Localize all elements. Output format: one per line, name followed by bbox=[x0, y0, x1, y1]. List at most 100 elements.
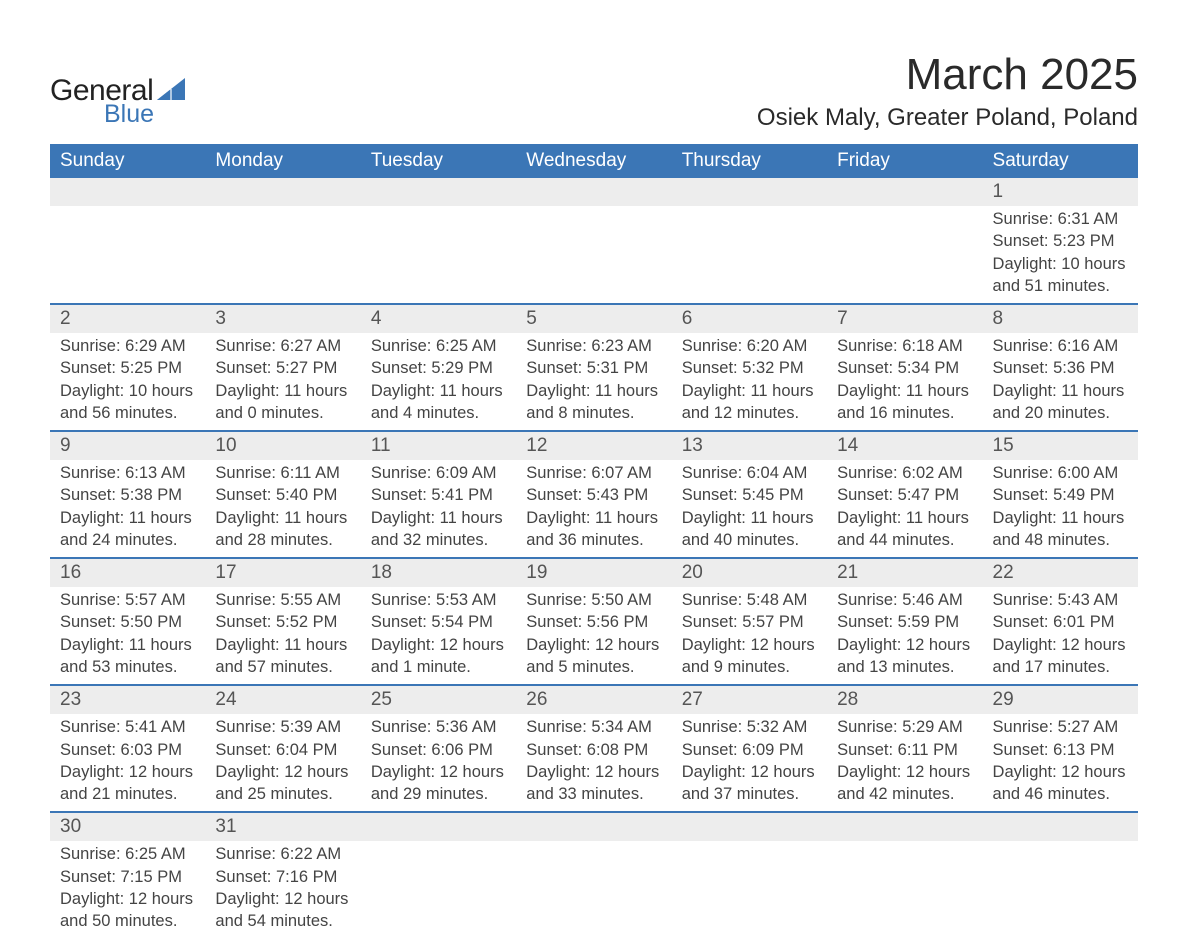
sunset-text: Sunset: 5:43 PM bbox=[526, 484, 661, 506]
daylight-text: Daylight: 11 hours and 16 minutes. bbox=[837, 380, 972, 425]
col-header: Saturday bbox=[983, 144, 1138, 178]
day-number-cell: 31 bbox=[205, 812, 360, 841]
day-number-cell: 12 bbox=[516, 431, 671, 460]
day-number-cell: 25 bbox=[361, 685, 516, 714]
day-detail-row: Sunrise: 5:57 AMSunset: 5:50 PM Daylight:… bbox=[50, 587, 1138, 685]
daylight-text: Daylight: 12 hours and 42 minutes. bbox=[837, 761, 972, 806]
day-detail-cell: Sunrise: 5:39 AMSunset: 6:04 PMDaylight:… bbox=[205, 714, 360, 812]
day-number-cell: 17 bbox=[205, 558, 360, 587]
day-detail-cell bbox=[516, 206, 671, 304]
daylight-text: Daylight: 12 hours and 37 minutes. bbox=[682, 761, 817, 806]
sunrise-text: Sunrise: 5:57 AM bbox=[60, 589, 195, 611]
day-detail-cell bbox=[672, 206, 827, 304]
day-number-cell: 30 bbox=[50, 812, 205, 841]
sunset-text: Sunset: 7:16 PM bbox=[215, 866, 350, 888]
sunrise-text: Sunrise: 6:00 AM bbox=[993, 462, 1128, 484]
sunrise-text: Sunrise: 6:31 AM bbox=[993, 208, 1128, 230]
daylight-text: Daylight: 11 hours and 24 minutes. bbox=[60, 507, 195, 552]
sunset-text: Sunset: 5:40 PM bbox=[215, 484, 350, 506]
day-detail-cell: Sunrise: 5:50 AMSunset: 5:56 PMDaylight:… bbox=[516, 587, 671, 685]
day-detail-cell: Sunrise: 6:22 AMSunset: 7:16 PMDaylight:… bbox=[205, 841, 360, 938]
sunset-text: Sunset: 5:49 PM bbox=[993, 484, 1128, 506]
day-number-cell: 24 bbox=[205, 685, 360, 714]
day-number-cell: 29 bbox=[983, 685, 1138, 714]
sunrise-text: Sunrise: 6:25 AM bbox=[60, 843, 195, 865]
daylight-text: Daylight: 11 hours and 4 minutes. bbox=[371, 380, 506, 425]
logo-text-blue: Blue bbox=[104, 100, 154, 129]
sunset-text: Sunset: 6:01 PM bbox=[993, 611, 1128, 633]
day-number-cell bbox=[361, 812, 516, 841]
sunset-text: Sunset: 5:27 PM bbox=[215, 357, 350, 379]
day-detail-cell: Sunrise: 5:32 AMSunset: 6:09 PMDaylight:… bbox=[672, 714, 827, 812]
sunset-text: Sunset: 5:50 PM bbox=[60, 611, 195, 633]
sunset-text: Sunset: 5:23 PM bbox=[993, 230, 1128, 252]
day-detail-cell: Sunrise: 5:29 AMSunset: 6:11 PMDaylight:… bbox=[827, 714, 982, 812]
day-detail-cell: Sunrise: 6:25 AMSunset: 7:15 PMDaylight:… bbox=[50, 841, 205, 938]
day-detail-cell: Sunrise: 5:57 AMSunset: 5:50 PMDaylight:… bbox=[50, 587, 205, 685]
sunrise-text: Sunrise: 6:22 AM bbox=[215, 843, 350, 865]
day-detail-cell: Sunrise: 6:16 AMSunset: 5:36 PMDaylight:… bbox=[983, 333, 1138, 431]
day-number-cell: 13 bbox=[672, 431, 827, 460]
col-header: Monday bbox=[205, 144, 360, 178]
sunrise-text: Sunrise: 6:18 AM bbox=[837, 335, 972, 357]
col-header: Sunday bbox=[50, 144, 205, 178]
daylight-text: Daylight: 11 hours and 57 minutes. bbox=[215, 634, 350, 679]
daylight-text: Daylight: 12 hours and 33 minutes. bbox=[526, 761, 661, 806]
page-header: General Blue March 2025 Osiek Maly, Grea… bbox=[50, 50, 1138, 136]
day-detail-cell bbox=[516, 841, 671, 938]
day-detail-cell bbox=[827, 841, 982, 938]
day-number-cell: 22 bbox=[983, 558, 1138, 587]
day-detail-cell: Sunrise: 6:29 AMSunset: 5:25 PMDaylight:… bbox=[50, 333, 205, 431]
day-detail-cell: Sunrise: 6:31 AMSunset: 5:23 PMDaylight:… bbox=[983, 206, 1138, 304]
daylight-text: Daylight: 10 hours and 51 minutes. bbox=[993, 253, 1128, 298]
sunrise-text: Sunrise: 5:27 AM bbox=[993, 716, 1128, 738]
col-header: Thursday bbox=[672, 144, 827, 178]
logo: General Blue bbox=[50, 74, 185, 129]
daylight-text: Daylight: 11 hours and 40 minutes. bbox=[682, 507, 817, 552]
day-detail-cell bbox=[983, 841, 1138, 938]
daylight-text: Daylight: 11 hours and 20 minutes. bbox=[993, 380, 1128, 425]
daylight-text: Daylight: 11 hours and 48 minutes. bbox=[993, 507, 1128, 552]
day-detail-cell bbox=[672, 841, 827, 938]
sunset-text: Sunset: 6:11 PM bbox=[837, 739, 972, 761]
day-detail-cell: Sunrise: 6:07 AMSunset: 5:43 PMDaylight:… bbox=[516, 460, 671, 558]
day-number-cell bbox=[516, 178, 671, 206]
sunrise-text: Sunrise: 6:25 AM bbox=[371, 335, 506, 357]
sunrise-text: Sunrise: 5:34 AM bbox=[526, 716, 661, 738]
sunrise-text: Sunrise: 6:27 AM bbox=[215, 335, 350, 357]
daylight-text: Daylight: 12 hours and 46 minutes. bbox=[993, 761, 1128, 806]
sunset-text: Sunset: 5:25 PM bbox=[60, 357, 195, 379]
day-number-cell: 4 bbox=[361, 304, 516, 333]
day-number-cell bbox=[827, 812, 982, 841]
day-number-cell bbox=[50, 178, 205, 206]
daylight-text: Daylight: 12 hours and 1 minute. bbox=[371, 634, 506, 679]
day-detail-row: Sunrise: 6:29 AMSunset: 5:25 PMDaylight:… bbox=[50, 333, 1138, 431]
sunset-text: Sunset: 5:38 PM bbox=[60, 484, 195, 506]
sunrise-text: Sunrise: 6:07 AM bbox=[526, 462, 661, 484]
col-header: Friday bbox=[827, 144, 982, 178]
sunset-text: Sunset: 5:36 PM bbox=[993, 357, 1128, 379]
day-detail-row: Sunrise: 6:25 AMSunset: 7:15 PMDaylight:… bbox=[50, 841, 1138, 938]
day-number-cell bbox=[983, 812, 1138, 841]
day-number-cell: 15 bbox=[983, 431, 1138, 460]
sunset-text: Sunset: 6:08 PM bbox=[526, 739, 661, 761]
day-number-cell bbox=[827, 178, 982, 206]
sunrise-text: Sunrise: 5:39 AM bbox=[215, 716, 350, 738]
col-header: Wednesday bbox=[516, 144, 671, 178]
day-detail-cell: Sunrise: 6:20 AMSunset: 5:32 PMDaylight:… bbox=[672, 333, 827, 431]
day-detail-cell bbox=[361, 206, 516, 304]
daylight-text: Daylight: 12 hours and 54 minutes. bbox=[215, 888, 350, 933]
sunset-text: Sunset: 5:59 PM bbox=[837, 611, 972, 633]
sunrise-text: Sunrise: 5:43 AM bbox=[993, 589, 1128, 611]
day-number-row: 16171819202122 bbox=[50, 558, 1138, 587]
day-number-cell: 8 bbox=[983, 304, 1138, 333]
daylight-text: Daylight: 11 hours and 32 minutes. bbox=[371, 507, 506, 552]
sunrise-text: Sunrise: 5:55 AM bbox=[215, 589, 350, 611]
daylight-text: Daylight: 11 hours and 36 minutes. bbox=[526, 507, 661, 552]
sunset-text: Sunset: 5:52 PM bbox=[215, 611, 350, 633]
day-number-row: 3031 bbox=[50, 812, 1138, 841]
sunrise-text: Sunrise: 5:46 AM bbox=[837, 589, 972, 611]
day-number-cell: 23 bbox=[50, 685, 205, 714]
day-detail-cell: Sunrise: 6:23 AMSunset: 5:31 PMDaylight:… bbox=[516, 333, 671, 431]
sunset-text: Sunset: 5:57 PM bbox=[682, 611, 817, 633]
